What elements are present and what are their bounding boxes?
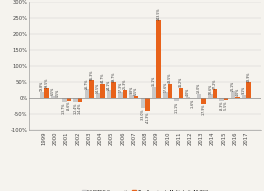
Bar <box>118 92 123 98</box>
Text: 21.1%: 21.1% <box>231 81 235 91</box>
Text: 48.9%: 48.9% <box>247 71 251 82</box>
Text: 44.7%: 44.7% <box>101 73 105 83</box>
Bar <box>179 88 183 98</box>
Bar <box>89 80 93 98</box>
Text: -11.1%: -11.1% <box>175 102 179 113</box>
Text: 9.8%: 9.8% <box>130 86 134 94</box>
Bar <box>197 94 201 98</box>
Text: 31.2%: 31.2% <box>179 77 183 87</box>
Text: 19.8%: 19.8% <box>40 81 44 91</box>
Text: -14.4%: -14.4% <box>78 103 82 114</box>
Text: 9.1%: 9.1% <box>242 86 246 95</box>
Text: 243.5%: 243.5% <box>157 7 161 19</box>
Bar <box>246 82 251 98</box>
Text: 24.1%: 24.1% <box>107 79 111 90</box>
Legend: S&P/TSX Composite, The Acquirer's Multiple® All TSX: S&P/TSX Composite, The Acquirer's Multip… <box>82 189 209 191</box>
Bar <box>123 90 127 98</box>
Text: 14.5%: 14.5% <box>96 83 100 93</box>
Text: 17.6%: 17.6% <box>163 82 167 92</box>
Bar <box>230 91 235 98</box>
Text: 43.5%: 43.5% <box>168 73 172 83</box>
Bar <box>208 95 213 98</box>
Text: 35.1%: 35.1% <box>152 76 156 86</box>
Text: -5.5%: -5.5% <box>224 100 228 109</box>
Text: 6.5%: 6.5% <box>51 87 55 95</box>
Text: 17.3%: 17.3% <box>119 82 122 92</box>
Bar <box>168 84 172 98</box>
Text: 4.0%: 4.0% <box>235 88 239 96</box>
Bar <box>107 90 111 98</box>
Text: 10.6%: 10.6% <box>208 84 212 94</box>
Bar <box>111 82 116 98</box>
Text: -13.7%: -13.7% <box>62 103 66 114</box>
Text: 49.7%: 49.7% <box>112 71 116 82</box>
Text: 25.3%: 25.3% <box>123 79 127 89</box>
Bar <box>141 98 145 108</box>
Bar <box>73 98 78 102</box>
Text: 13.0%: 13.0% <box>197 83 201 93</box>
Text: -17.9%: -17.9% <box>202 104 206 116</box>
Bar <box>62 98 67 102</box>
Text: 29.5%: 29.5% <box>44 78 48 88</box>
Bar <box>213 89 217 98</box>
Bar <box>152 87 157 98</box>
Bar <box>129 95 134 98</box>
Bar <box>96 93 100 98</box>
Bar <box>157 20 161 98</box>
Bar <box>100 84 105 98</box>
Text: 55.3%: 55.3% <box>89 69 93 80</box>
Text: -1.6%: -1.6% <box>190 99 194 108</box>
Text: 4.0%: 4.0% <box>186 88 190 96</box>
Bar <box>175 98 179 101</box>
Text: -8.3%: -8.3% <box>220 101 224 110</box>
Text: -41.3%: -41.3% <box>145 112 149 123</box>
Text: -8.6%: -8.6% <box>67 101 71 111</box>
Text: 27.2%: 27.2% <box>213 78 217 89</box>
Bar <box>242 95 246 98</box>
Bar <box>235 97 239 98</box>
Bar <box>145 98 150 111</box>
Text: 0.5%: 0.5% <box>56 89 60 97</box>
Bar <box>201 98 206 104</box>
Text: 26.7%: 26.7% <box>85 79 89 89</box>
Bar <box>40 91 44 98</box>
Bar <box>44 88 49 98</box>
Bar <box>51 96 55 98</box>
Text: -33.0%: -33.0% <box>141 109 145 120</box>
Bar <box>67 98 71 101</box>
Bar <box>134 96 138 98</box>
Bar <box>78 98 82 103</box>
Bar <box>84 89 89 98</box>
Bar <box>186 97 190 98</box>
Bar <box>224 98 228 100</box>
Text: -12.4%: -12.4% <box>74 102 78 114</box>
Bar <box>163 92 168 98</box>
Text: 6.5%: 6.5% <box>134 87 138 95</box>
Bar <box>219 98 224 100</box>
